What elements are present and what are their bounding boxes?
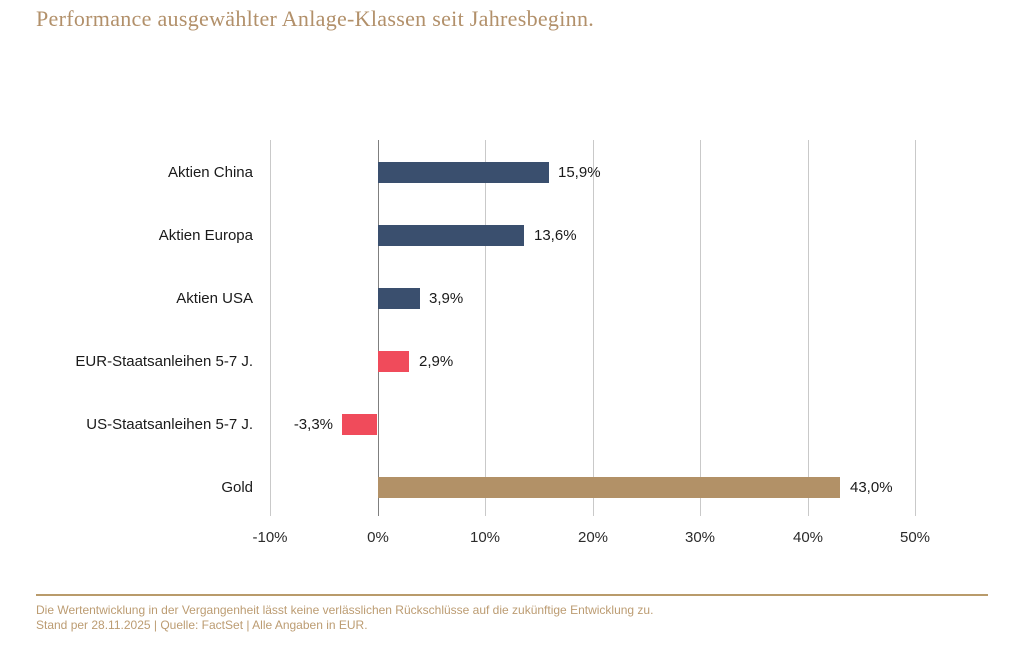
category-label: Aktien USA [176,290,253,307]
x-axis-tick-label: 20% [577,529,609,546]
category-label: Aktien China [167,164,253,181]
value-label: 15,9% [558,164,601,181]
value-label: 43,0% [850,479,893,496]
value-label: 3,9% [429,290,464,307]
x-axis-tick-label: -10% [252,529,288,546]
x-axis-tick-label: 30% [684,529,716,546]
bar [378,351,409,372]
bar [378,477,840,498]
category-label: US-Staatsanleihen 5-7 J. [86,416,253,433]
footer-disclaimer: Die Wertentwicklung in der Vergangenheit… [36,603,654,617]
footer-source: Stand per 28.11.2025 | Quelle: FactSet |… [36,618,368,632]
bar [342,414,377,435]
value-label: 2,9% [419,353,454,370]
x-axis-tick-label: 40% [792,529,824,546]
category-label: EUR-Staatsanleihen 5-7 J. [75,353,253,370]
value-label: -3,3% [293,416,333,433]
footer: Die Wertentwicklung in der Vergangenheit… [36,603,653,633]
gridline [485,140,486,516]
footer-divider [36,594,988,596]
category-label: Gold [221,479,253,496]
value-label: 13,6% [534,227,577,244]
bar [378,225,524,246]
bar [378,288,420,309]
category-label: Aktien Europa [158,227,253,244]
bar [378,162,549,183]
gridline [700,140,701,516]
x-axis-tick-label: 0% [367,529,389,546]
gridline [915,140,916,516]
chart-title: Performance ausgewählter Anlage-Klassen … [36,6,595,31]
gridline [593,140,594,516]
gridline [270,140,271,516]
zero-axis-line [378,140,379,516]
x-axis-tick-label: 50% [899,529,931,546]
gridline [808,140,809,516]
x-axis-tick-label: 10% [469,529,501,546]
